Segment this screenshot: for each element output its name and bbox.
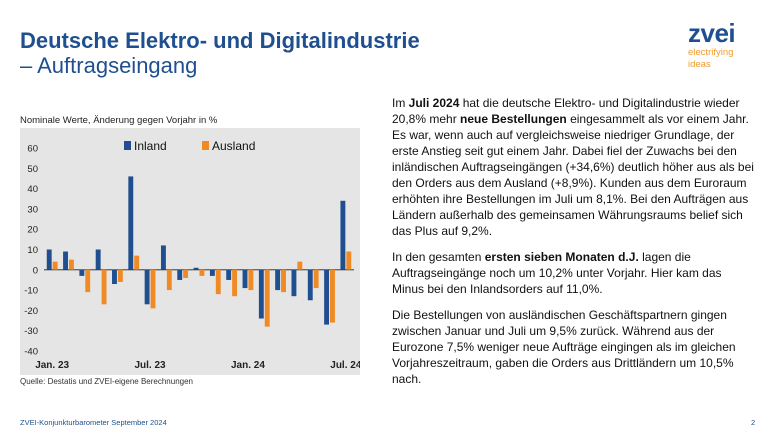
p1-run-3: neue Bestellungen [460, 112, 567, 126]
bar-inland-9 [193, 267, 199, 270]
bar-inland-5 [128, 176, 134, 270]
x-tick-label: Jan. 24 [231, 360, 265, 371]
logo-tagline-1: electrifying [688, 47, 734, 58]
bar-ausland-17 [330, 269, 335, 323]
x-tick-label: Jul. 23 [134, 360, 166, 371]
paragraph-2: In den gesamten ersten sieben Monaten d.… [392, 249, 754, 297]
chart-panel: -40 -30 -20 -10 0 10 20 30 40 50 60 Jan. 23 Jul. 23 J… [20, 128, 360, 375]
bar-ausland-10 [215, 269, 221, 295]
y-tick-label: -10 [24, 286, 38, 297]
p1-run-2: hat die deutsche Elektro- und Digitalind… [392, 96, 740, 126]
bar-ausland-4 [117, 269, 123, 282]
body-text: Im Juli 2024 hat die deutsche Elektro- u… [392, 95, 754, 397]
legend-swatch-inland [124, 141, 131, 150]
y-tick-label: -30 [24, 326, 38, 337]
y-tick-label: 30 [27, 204, 38, 215]
bar-inland-8 [177, 269, 183, 280]
logo-wordmark: zvei [688, 18, 736, 48]
bar-ausland-6 [150, 269, 156, 309]
bar-ausland-13 [264, 269, 270, 327]
bar-inland-13 [258, 269, 264, 319]
p1-run-0: Im [392, 96, 409, 110]
page-number: 2 [751, 418, 756, 427]
bar-inland-16 [307, 269, 313, 301]
p2-run-2: lagen die Auftragseingänge noch um 10,2%… [392, 250, 722, 296]
p2-run-0: In den gesamten [392, 250, 485, 264]
legend-label-inland: Inland [134, 139, 167, 153]
y-tick-label: 20 [27, 225, 38, 236]
bar-inland-10 [209, 269, 215, 276]
bar-ausland-8 [183, 269, 189, 278]
zvei-logo: zvei electrifying ideas [688, 18, 736, 70]
bar-inland-12 [242, 269, 248, 289]
y-tick-label: 40 [27, 184, 38, 195]
bar-ausland-14 [281, 269, 286, 293]
bar-inland-2 [79, 269, 85, 276]
chart-note: Nominale Werte, Änderung gegen Vorjahr i… [20, 115, 218, 126]
bar-inland-4 [112, 269, 117, 285]
bar-ausland-18 [346, 251, 352, 270]
bar-inland-1 [63, 251, 68, 270]
bar-ausland-5 [134, 255, 140, 270]
bar-inland-7 [160, 245, 166, 270]
page-title-line2: – Auftragseingang [20, 53, 198, 78]
legend-label-ausland: Ausland [212, 139, 255, 153]
y-tick-label: 10 [27, 245, 38, 256]
bar-inland-15 [291, 269, 297, 297]
bar-ausland-16 [313, 269, 319, 289]
p1-run-1: Juli 2024 [408, 96, 460, 110]
bar-ausland-9 [199, 269, 205, 276]
bar-inland-0 [46, 249, 52, 270]
page-title-line1: Deutsche Elektro- und Digitalindustrie [20, 28, 420, 53]
y-tick-label: -20 [24, 306, 38, 317]
bar-ausland-0 [52, 261, 58, 270]
bar-ausland-3 [101, 269, 107, 305]
p1-run-4: eingesammelt als vor einem Jahr. Es war,… [392, 112, 754, 238]
bar-ausland-2 [85, 269, 91, 293]
y-tick-label: 0 [33, 265, 38, 276]
bar-chart: -40 -30 -20 -10 0 10 20 30 40 50 60 Jan. 23 Jul. 23 J… [24, 139, 360, 371]
bar-inland-3 [95, 249, 101, 270]
paragraph-3: Die Bestellungen von ausländischen Gesch… [392, 307, 754, 387]
p3-run-0: Die Bestellungen von ausländischen Gesch… [392, 308, 736, 386]
x-tick-label: Jul. 24 [330, 360, 360, 371]
bar-ausland-7 [166, 269, 172, 291]
bar-ausland-1 [68, 259, 74, 270]
bar-ausland-11 [232, 269, 238, 297]
bar-ausland-12 [248, 269, 254, 291]
bar-ausland-15 [297, 261, 303, 270]
y-tick-label: -40 [24, 347, 38, 358]
bar-inland-11 [226, 269, 232, 280]
chart-source: Quelle: Destatis und ZVEI-eigene Berechn… [20, 377, 193, 386]
page-title: Deutsche Elektro- und Digitalindustrie –… [20, 28, 420, 78]
y-tick-label: 60 [27, 144, 38, 155]
legend-swatch-ausland [202, 141, 209, 150]
p2-run-1: ersten sieben Monaten d.J. [484, 250, 639, 264]
x-tick-label: Jan. 23 [35, 360, 69, 371]
bar-inland-6 [144, 269, 150, 305]
logo-tagline-2: ideas [688, 59, 711, 70]
bar-inland-14 [275, 269, 281, 291]
y-tick-label: 50 [27, 164, 38, 175]
bar-inland-17 [324, 269, 330, 325]
paragraph-1: Im Juli 2024 hat die deutsche Elektro- u… [392, 95, 754, 239]
bar-inland-18 [340, 200, 346, 270]
footer-text: ZVEI-Konjunkturbarometer September 2024 [20, 418, 167, 427]
